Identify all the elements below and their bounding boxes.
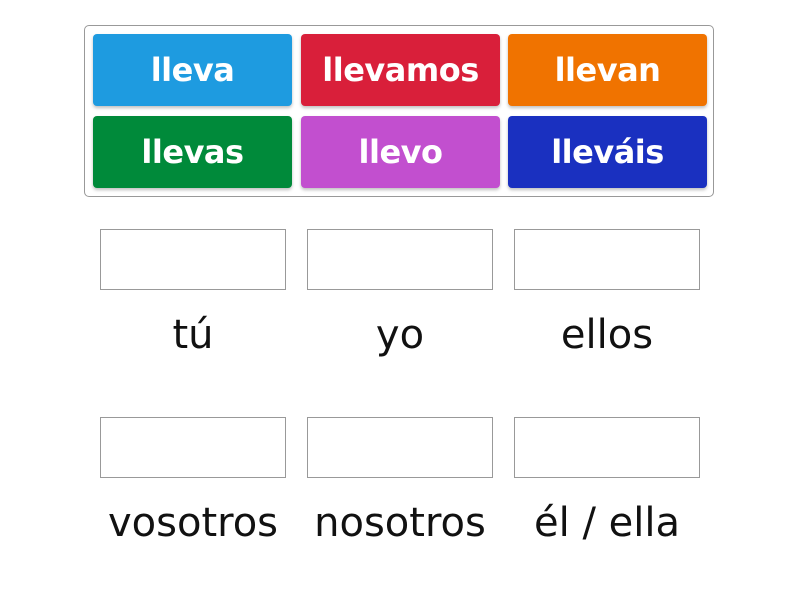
target-label: nosotros	[314, 500, 486, 546]
target-label: él / ella	[534, 500, 680, 546]
drop-box-el-ella[interactable]	[514, 417, 700, 478]
target-label: vosotros	[107, 500, 279, 546]
tile-llevamos[interactable]: llevamos	[301, 34, 500, 106]
tile-llevais[interactable]: lleváis	[508, 116, 707, 188]
tile-llevan[interactable]: llevan	[508, 34, 707, 106]
drop-box-nosotros[interactable]	[307, 417, 493, 478]
target-label: tú	[172, 312, 214, 358]
target-label: yo	[375, 312, 425, 358]
tile-llevas[interactable]: llevas	[93, 116, 292, 188]
tile-lleva[interactable]: lleva	[93, 34, 292, 106]
tile-llevo[interactable]: llevo	[301, 116, 500, 188]
drop-box-yo[interactable]	[307, 229, 493, 290]
drop-box-tu[interactable]	[100, 229, 286, 290]
target-label: ellos	[560, 312, 654, 358]
drop-box-ellos[interactable]	[514, 229, 700, 290]
word-bank	[84, 25, 714, 197]
drop-box-vosotros[interactable]	[100, 417, 286, 478]
